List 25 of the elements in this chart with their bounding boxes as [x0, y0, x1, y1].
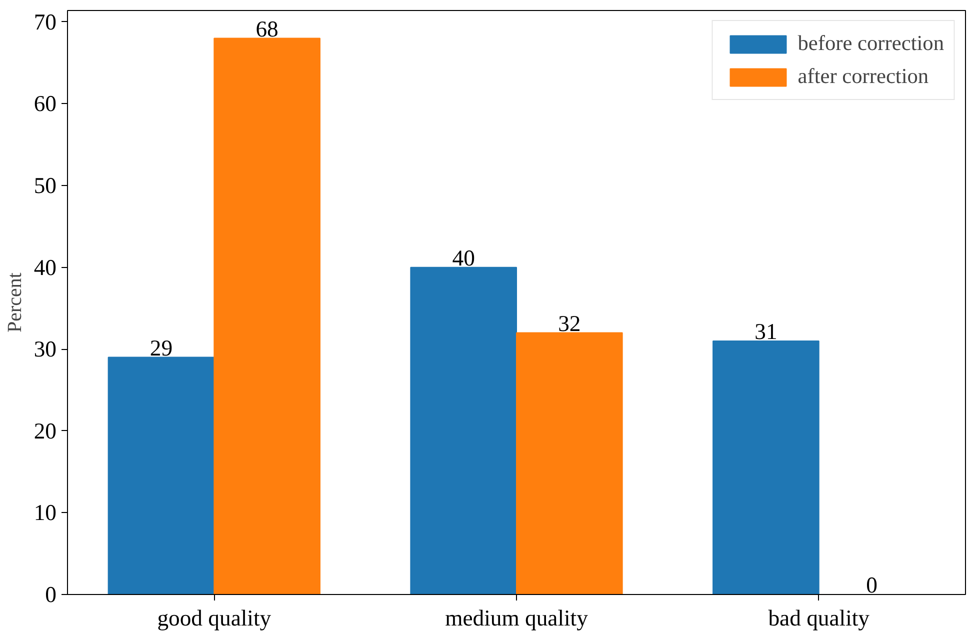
x-tick-label: good quality — [157, 606, 272, 630]
data-label: 31 — [754, 318, 778, 344]
y-tick-label: 20 — [34, 418, 56, 444]
y-tick-label: 70 — [34, 9, 56, 34]
data-label: 68 — [256, 16, 278, 42]
y-tick-label: 10 — [34, 500, 56, 526]
data-label: 40 — [452, 245, 475, 270]
x-tick-label: bad quality — [768, 606, 870, 630]
data-label: 29 — [150, 335, 173, 360]
y-axis-title: Percent — [4, 272, 26, 332]
y-tick-label: 50 — [34, 173, 56, 198]
y-tick-label: 60 — [34, 91, 56, 116]
bar — [516, 332, 623, 594]
legend-label: after correction — [798, 64, 929, 89]
x-tick-label: medium quality — [445, 606, 589, 630]
y-tick-label: 30 — [34, 336, 56, 362]
bar — [712, 340, 820, 594]
bar — [108, 356, 215, 594]
legend-label: before correction — [798, 31, 944, 56]
y-tick-label: 0 — [45, 582, 56, 607]
y-tick-label: 40 — [34, 254, 56, 280]
data-label: 32 — [558, 310, 581, 336]
bar — [410, 266, 517, 594]
bar — [214, 38, 320, 594]
data-label: 0 — [866, 572, 878, 598]
